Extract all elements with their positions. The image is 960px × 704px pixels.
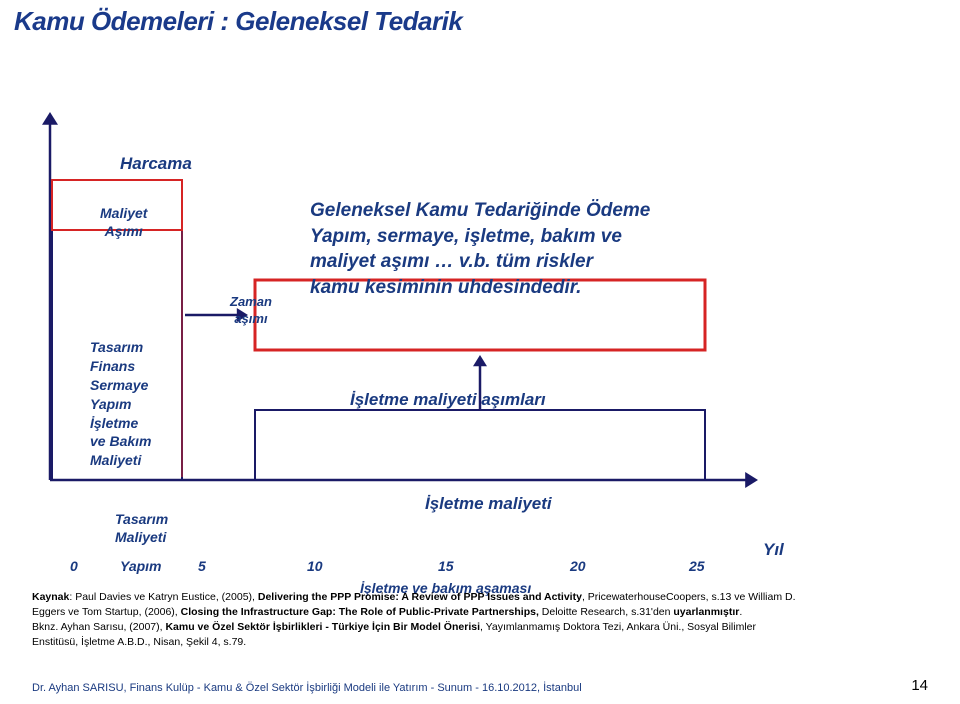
za-l1: Zaman (230, 294, 272, 309)
maliyet-asimi-l2: Aşımı (105, 223, 143, 239)
maliyet-asimi-l1: Maliyet (100, 205, 147, 221)
fn1-bold: Delivering the PPP Promise: A Review of … (258, 591, 582, 603)
maliyet-asimi-label: Maliyet Aşımı (100, 204, 147, 240)
yil-label: Yıl (763, 540, 784, 560)
chart-main-title: Geleneksel Kamu Tedariğinde Ödeme Yapım,… (310, 198, 650, 301)
chart-diagram: Harcama Maliyet Aşımı Tasarım Finans Ser… (30, 80, 930, 560)
za-l2: aşımı (234, 311, 267, 326)
footnote-2: Eggers ve Tom Startup, (2006), Closing t… (32, 605, 742, 619)
fn3-head: Bknz. Ayhan Sarısu, (2007), (32, 621, 165, 633)
footer-text: Dr. Ayhan SARISU, Finans Kulüp - Kamu & … (32, 682, 582, 694)
slide-title: Kamu Ödemeleri : Geleneksel Tedarik (14, 6, 462, 37)
footnote-3: Bknz. Ayhan Sarısu, (2007), Kamu ve Özel… (32, 620, 756, 634)
lb-l1: Tasarım (90, 339, 143, 355)
bt-l2: Yapım, sermaye, işletme, bakım ve (310, 226, 622, 247)
zaman-asimi-label: Zaman aşımı (230, 294, 272, 328)
fn2-head: Eggers ve Tom Startup, (2006), (32, 606, 181, 618)
tm-l1: Tasarım (115, 511, 168, 527)
tasarim-maliyeti-label: Tasarım Maliyeti (115, 510, 168, 546)
harcama-label: Harcama (120, 154, 192, 174)
red-box-label: İşletme maliyeti aşımları (350, 390, 546, 410)
fn2-tail-c: . (739, 606, 742, 618)
bt-l1: Geleneksel Kamu Tedariğinde Ödeme (310, 200, 650, 221)
fn2-tail-b: uyarlanmıştır (673, 606, 739, 618)
fn2-bold: Closing the Infrastructure Gap: The Role… (181, 606, 542, 618)
tick-0: 0 (70, 558, 78, 574)
page-number: 14 (911, 677, 928, 694)
fn1-rest: : Paul Davies ve Katryn Eustice, (2005), (69, 591, 258, 603)
bt-l4: kamu kesiminin uhdesindedir. (310, 277, 581, 298)
fn3-bold: Kamu ve Özel Sektör İşbirlikleri - Türki… (165, 621, 480, 633)
fn2-tail-a: Deloitte Research, s.31'den (542, 606, 674, 618)
lb-l3: Sermaye (90, 377, 148, 393)
tick-5: 5 (198, 558, 206, 574)
tick-15: 15 (438, 558, 454, 574)
tick-10: 10 (307, 558, 323, 574)
footer: Dr. Ayhan SARISU, Finans Kulüp - Kamu & … (32, 677, 928, 694)
bottom-box-label: İşletme maliyeti (425, 494, 552, 514)
yapim-label: Yapım (120, 558, 162, 574)
fn-kaynak: Kaynak (32, 591, 69, 603)
footnote-4: Enstitüsü, İşletme A.B.D., Nisan, Şekil … (32, 635, 246, 649)
lb-l5: İşletme (90, 415, 138, 431)
tick-20: 20 (570, 558, 586, 574)
lb-l4: Yapım (90, 396, 132, 412)
tick-25: 25 (689, 558, 705, 574)
fn3-tail: , Yayımlanmamış Doktora Tezi, Ankara Üni… (480, 621, 756, 633)
bt-l3: maliyet aşımı … v.b. tüm riskler (310, 251, 593, 272)
tm-l2: Maliyeti (115, 529, 166, 545)
footnote-1: Kaynak: Paul Davies ve Katryn Eustice, (… (32, 590, 796, 604)
left-box-label: Tasarım Finans Sermaye Yapım İşletme ve … (90, 338, 151, 470)
lb-l7: Maliyeti (90, 452, 141, 468)
lb-l6: ve Bakım (90, 433, 151, 449)
fn1-tail: , PricewaterhouseCoopers, s.13 ve Willia… (582, 591, 796, 603)
lb-l2: Finans (90, 358, 135, 374)
